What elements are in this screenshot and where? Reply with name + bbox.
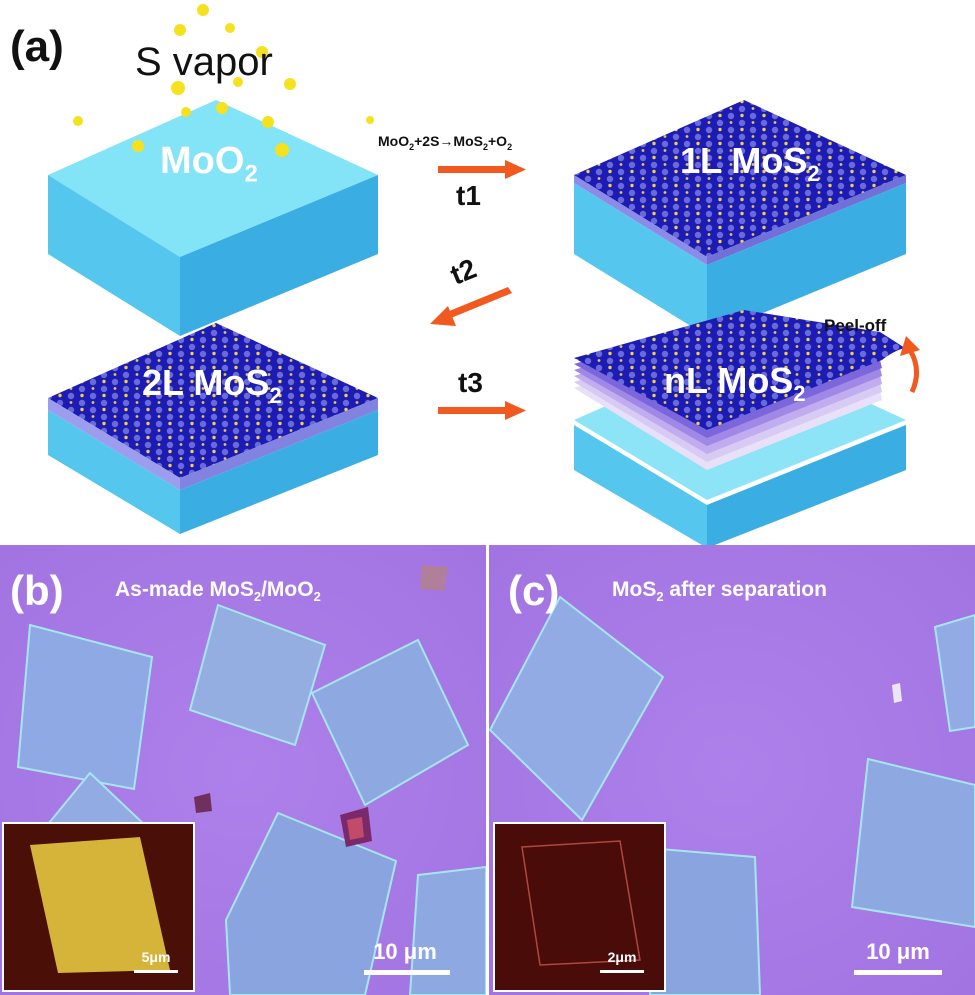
title-c: MoS2 after separation <box>612 578 827 604</box>
sulfur-particle <box>132 140 144 152</box>
block-label-nl-mos2: nL MoS2 <box>664 360 806 407</box>
panel-label-b: (b) <box>10 567 64 614</box>
sulfur-vapor-particles <box>73 4 374 157</box>
schematic-diagram <box>48 4 920 545</box>
title-b: As-made MoS2/MoO2 <box>115 578 321 604</box>
scale-bar-b <box>364 970 450 975</box>
flake <box>489 595 665 822</box>
sulfur-particle <box>262 116 274 128</box>
scale-label-c: 10 μm <box>866 939 930 964</box>
sulfur-particle <box>216 102 228 114</box>
flake <box>420 565 448 591</box>
sulfur-particle <box>256 46 268 58</box>
flake <box>224 811 398 995</box>
block-label-moo2: MoO2 <box>160 140 258 188</box>
scale-label-b: 10 μm <box>373 939 437 964</box>
sulfur-particle <box>275 143 289 157</box>
block-2l-mos2 <box>48 323 378 534</box>
sulfur-vapor-label: S vapor <box>135 40 273 84</box>
sulfur-particle <box>181 107 191 117</box>
peel-off-label: Peel-off <box>824 316 887 335</box>
flake <box>648 847 762 995</box>
arrow-t2 <box>430 287 512 326</box>
step-label-t1: t1 <box>456 180 481 211</box>
inset-scale-bar-b <box>134 970 178 973</box>
panel-divider <box>486 545 489 995</box>
peel-off-arrow <box>900 336 920 394</box>
step-label-t3: t3 <box>458 367 483 398</box>
micrograph-c: 2μm 10 μm (c) MoS2 after separation <box>489 545 975 995</box>
defect-particle <box>340 807 372 847</box>
block-label-1l-mos2: 1L MoS2 <box>680 140 820 187</box>
sulfur-particle <box>233 77 243 87</box>
arrow-t1 <box>438 160 526 179</box>
flake <box>408 865 486 995</box>
block-nl-mos2 <box>574 310 906 545</box>
sulfur-particle <box>174 24 186 36</box>
panel-label-a: (a) <box>10 22 64 71</box>
micrograph-panels: 5μm 10 μm (b) As-made MoS2/MoO2 <box>0 545 975 995</box>
inset-scale-bar-c <box>600 970 644 973</box>
sulfur-particle <box>366 116 374 124</box>
micrograph-b: 5μm 10 μm (b) As-made MoS2/MoO2 <box>0 545 486 995</box>
panel-label-c: (c) <box>508 567 559 614</box>
flake <box>16 623 154 791</box>
inset-afm-b: 5μm <box>2 822 195 992</box>
block-moo2 <box>48 100 378 336</box>
block-label-2l-mos2: 2L MoS2 <box>142 362 282 409</box>
sulfur-particle <box>225 23 235 33</box>
flake <box>933 613 975 733</box>
defect-particle <box>194 793 212 813</box>
sulfur-particle <box>73 116 83 126</box>
reaction-equation: MoO2+2S→MoS2+O2 <box>378 133 513 152</box>
sulfur-particle <box>171 81 185 95</box>
flake <box>310 638 470 807</box>
inset-scale-label-c: 2μm <box>608 949 637 965</box>
inset-scale-label-b: 5μm <box>142 949 171 965</box>
scale-bar-c <box>854 970 942 975</box>
sulfur-particle <box>197 4 209 16</box>
arrow-t3 <box>438 401 526 420</box>
inset-afm-c: 2μm <box>493 822 666 992</box>
sulfur-particle <box>284 78 296 90</box>
flake <box>850 757 975 929</box>
flake <box>188 603 327 747</box>
block-1l-mos2 <box>574 100 906 336</box>
defect-particle <box>892 683 902 703</box>
